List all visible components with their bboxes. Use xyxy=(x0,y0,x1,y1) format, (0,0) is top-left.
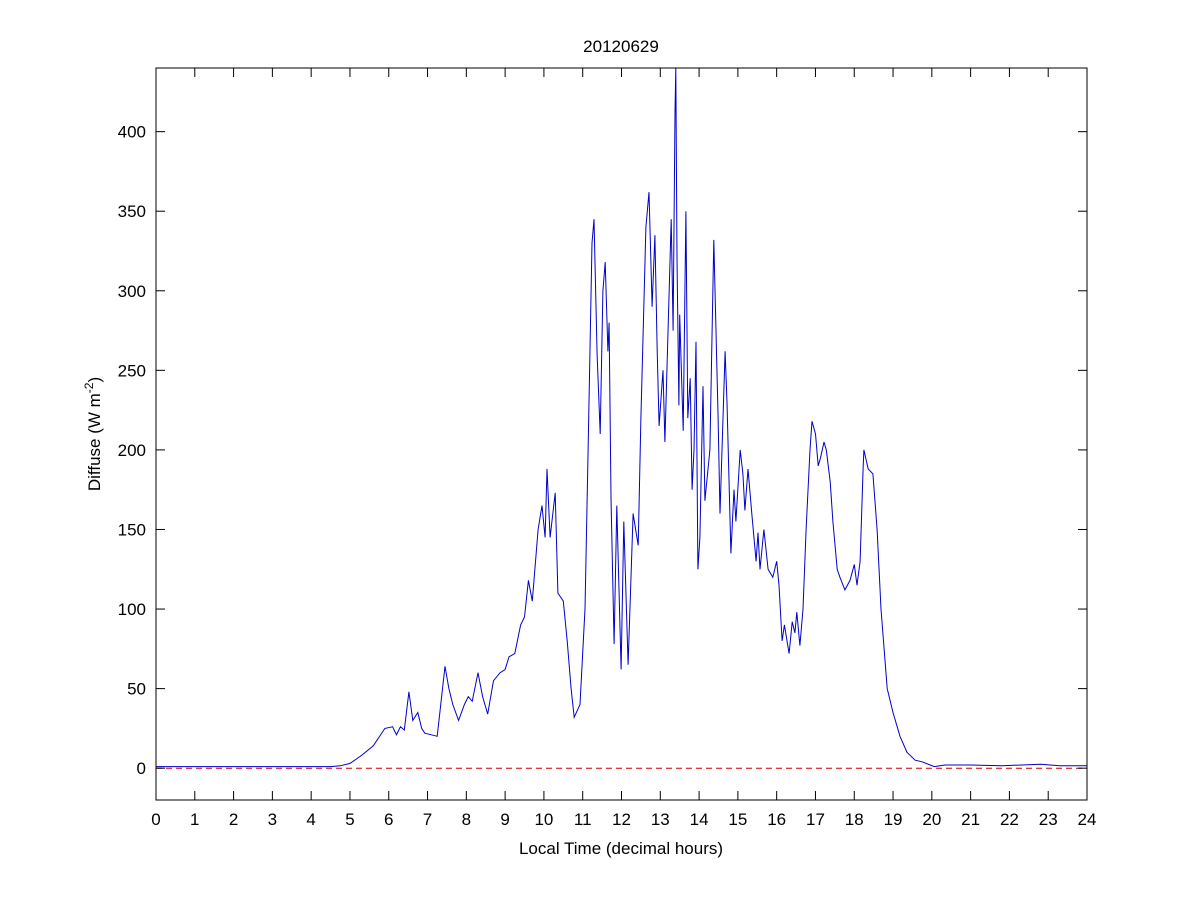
x-axis-label: Local Time (decimal hours) xyxy=(519,839,723,858)
x-tick-label: 21 xyxy=(961,810,980,829)
x-tick-label: 19 xyxy=(884,810,903,829)
plot-series xyxy=(156,68,1087,769)
x-tick-label: 3 xyxy=(268,810,277,829)
chart-title: 20120629 xyxy=(583,37,659,56)
x-tick-label: 23 xyxy=(1039,810,1058,829)
ticks: 0 1 2 3 4 5 6 7 8 9 10 11 12 13 14 15 16 17 18 19 20 21 22 23 24… xyxy=(118,68,1097,829)
x-tick-label: 9 xyxy=(500,810,509,829)
y-tick-label: 50 xyxy=(127,680,146,699)
y-tick-label: 150 xyxy=(118,520,146,539)
y-tick-label: 300 xyxy=(118,282,146,301)
x-tick-label: 7 xyxy=(423,810,432,829)
y-axis-label-superscript: -2 xyxy=(82,382,96,393)
y-axis-label-text: Diffuse (W m xyxy=(85,393,104,491)
x-tick-label: 6 xyxy=(384,810,393,829)
y-tick-label: 200 xyxy=(118,441,146,460)
x-tick-label: 8 xyxy=(462,810,471,829)
y-tick-label: 400 xyxy=(118,123,146,142)
y-tick-label: 100 xyxy=(118,600,146,619)
x-tick-label: 15 xyxy=(728,810,747,829)
x-tick-label: 0 xyxy=(151,810,160,829)
x-tick-label: 4 xyxy=(306,810,315,829)
x-tick-label: 24 xyxy=(1078,810,1097,829)
x-tick-label: 18 xyxy=(845,810,864,829)
x-tick-label: 12 xyxy=(612,810,631,829)
y-tick-label: 0 xyxy=(137,759,146,778)
x-tick-label: 22 xyxy=(1000,810,1019,829)
y-axis-label-suffix: ) xyxy=(85,377,104,383)
x-tick-label: 17 xyxy=(806,810,825,829)
y-axis-label: Diffuse (W m-2) xyxy=(82,377,104,491)
x-tick-label: 11 xyxy=(574,810,592,829)
x-tick-label: 13 xyxy=(651,810,670,829)
x-tick-label: 14 xyxy=(690,810,709,829)
diffuse-series-line xyxy=(156,68,1087,768)
y-tick-label: 250 xyxy=(118,361,146,380)
y-tick-label: 350 xyxy=(118,202,146,221)
x-tick-label: 2 xyxy=(229,810,238,829)
x-tick-label: 20 xyxy=(922,810,941,829)
x-tick-label: 10 xyxy=(534,810,553,829)
x-tick-label: 5 xyxy=(345,810,354,829)
x-tick-label: 16 xyxy=(767,810,786,829)
x-tick-label: 1 xyxy=(190,810,199,829)
